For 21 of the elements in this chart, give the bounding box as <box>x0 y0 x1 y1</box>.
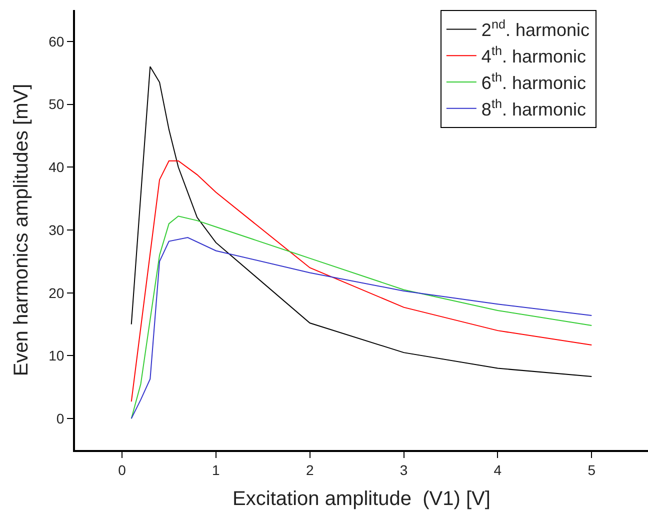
legend-label: 8$^{th}$. harmonic <box>481 96 586 120</box>
y-tick-label: 20 <box>48 284 64 301</box>
y-tick-label: 50 <box>48 96 64 112</box>
x-tick-label: 4 <box>494 462 502 478</box>
x-axis-title: Excitation amplitude (V1) [V] <box>232 488 490 510</box>
y-tick-label: 60 <box>48 33 64 50</box>
x-tick-label: 3 <box>400 462 408 478</box>
legend-label: 4$^{th}$. harmonic <box>481 44 586 67</box>
x-tick-label: 0 <box>118 462 126 478</box>
x-tick-label: 2 <box>306 462 314 478</box>
y-tick-label: 10 <box>48 348 64 364</box>
legend-label: 6$^{th}$. harmonic <box>481 70 586 94</box>
line-series <box>130 160 592 402</box>
legend-label: 2$^{nd}$. harmonic <box>481 18 590 40</box>
y-tick-label: 40 <box>48 159 64 176</box>
y-axis-title: Even harmonics amplitudes [mV] <box>10 84 33 376</box>
x-tick-label: 5 <box>588 462 596 478</box>
line-series <box>130 66 592 377</box>
y-tick-label: 30 <box>48 222 64 238</box>
y-tick-label: 0 <box>56 410 64 426</box>
x-tick-label: 1 <box>212 462 220 478</box>
